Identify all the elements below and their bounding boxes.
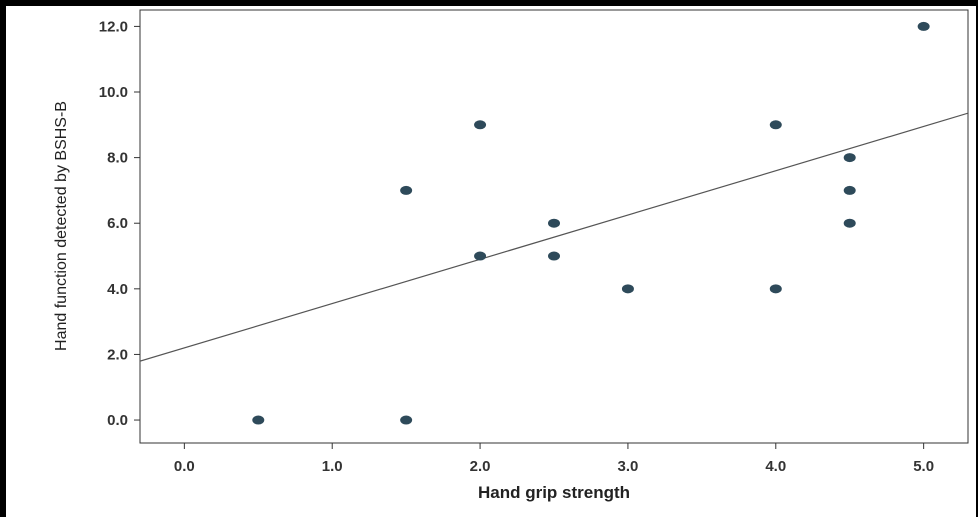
x-tick-label: 0.0 (174, 458, 195, 475)
y-tick-label: 12.0 (99, 18, 128, 35)
data-point (548, 218, 560, 228)
points-layer (252, 21, 930, 425)
data-point (252, 415, 265, 425)
data-point (769, 284, 782, 294)
y-tick-label: 0.0 (107, 412, 128, 429)
y-tick-label: 2.0 (107, 346, 128, 363)
y-tick-label: 4.0 (107, 281, 128, 298)
regression-line-layer (140, 112, 968, 362)
y-axis-title: Hand function detected by BSHS-B (53, 101, 70, 351)
data-point (400, 185, 413, 195)
regression-line (140, 112, 968, 362)
y-tick-label: 8.0 (107, 150, 128, 167)
data-point (621, 284, 634, 294)
x-axis-title: Hand grip strength (478, 483, 630, 502)
y-tick-label: 6.0 (107, 215, 128, 232)
data-point (400, 415, 413, 425)
data-point (769, 120, 782, 130)
data-point (474, 251, 487, 261)
x-tick-label: 2.0 (470, 458, 491, 475)
data-point (474, 120, 487, 130)
x-tick-label: 4.0 (765, 458, 786, 475)
x-tick-label: 3.0 (617, 458, 638, 475)
x-axis: 0.0 1.0 2.0 3.0 4.0 5.0 (174, 443, 934, 475)
data-point (843, 153, 856, 163)
data-point (917, 21, 930, 31)
y-axis: 0.0 2.0 4.0 6.0 8.0 10.0 12.0 (99, 18, 140, 429)
x-tick-label: 5.0 (913, 458, 934, 475)
data-point (548, 251, 560, 261)
data-point (843, 218, 856, 228)
y-tick-label: 10.0 (99, 84, 128, 101)
x-tick-label: 1.0 (322, 458, 343, 475)
data-point (843, 185, 856, 195)
